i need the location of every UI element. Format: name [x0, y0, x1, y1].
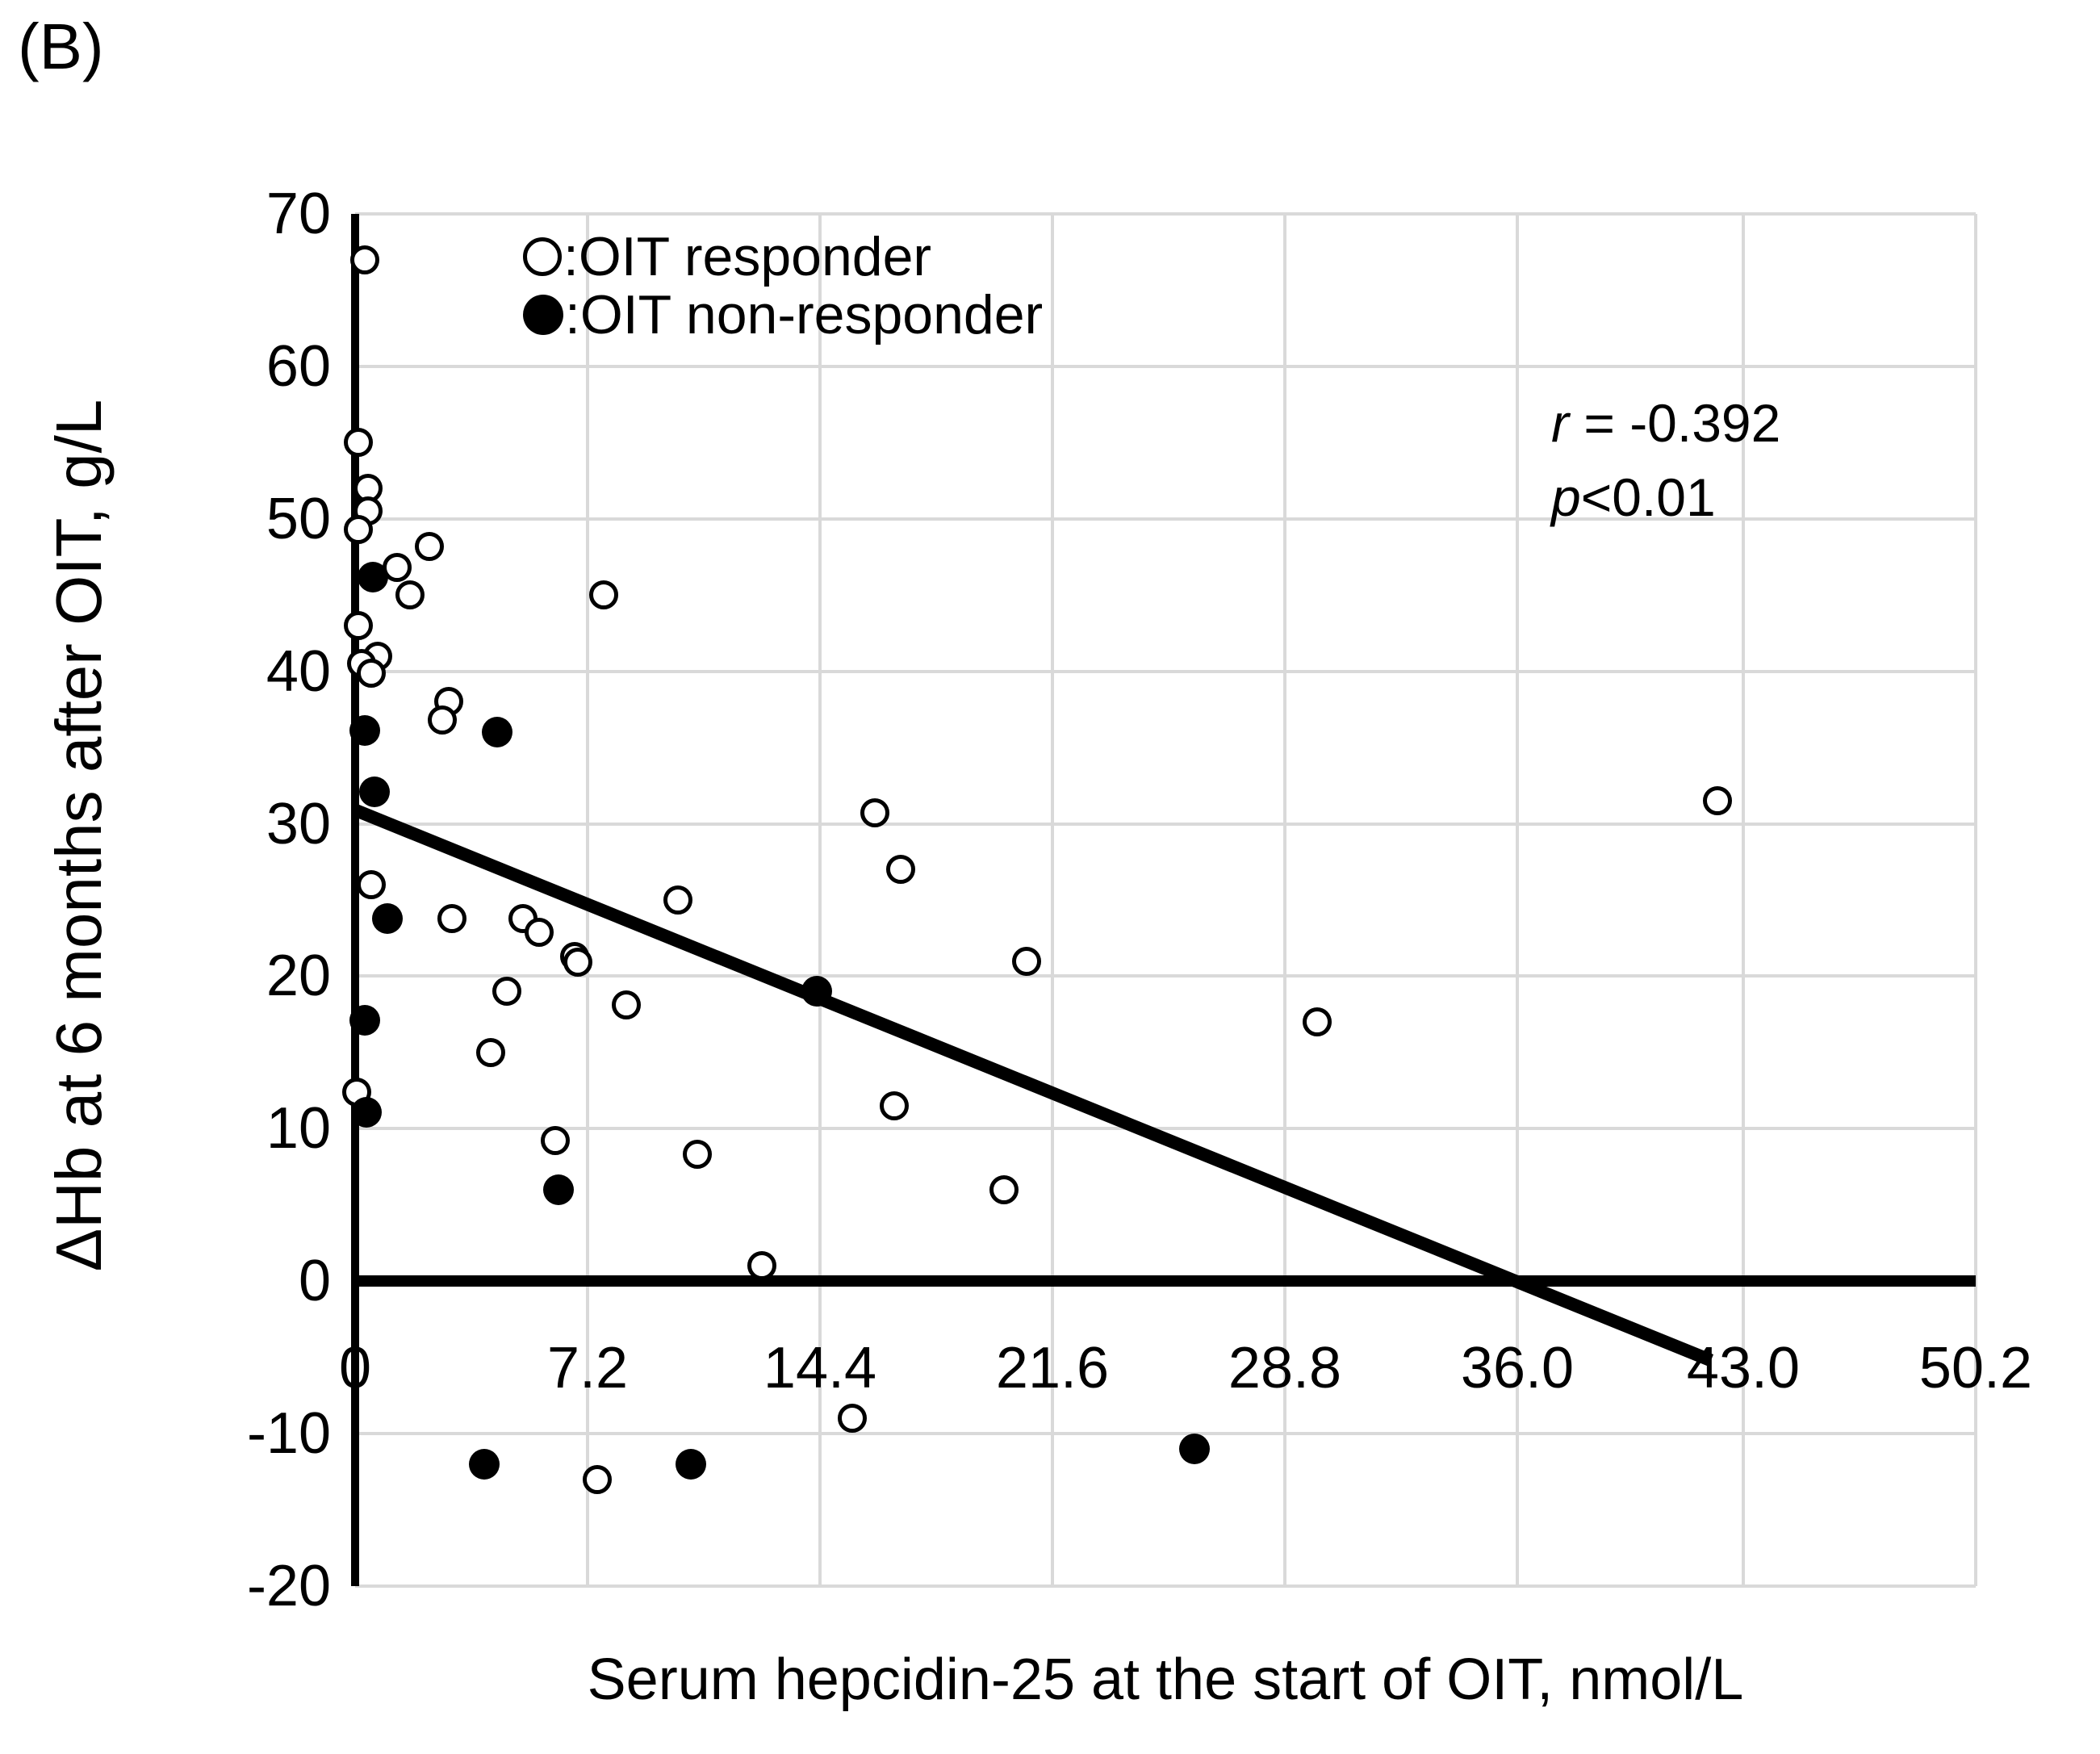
y-tick-label: 30 [266, 791, 331, 856]
data-point-filled [801, 976, 832, 1007]
data-point-open [989, 1174, 1019, 1204]
gridline-vertical [1974, 214, 1977, 1586]
y-tick-label: 10 [266, 1096, 331, 1162]
x-tick-label: 28.8 [1228, 1336, 1342, 1400]
open-circle-icon [523, 237, 562, 276]
y-tick-label: 50 [266, 486, 331, 551]
legend-label-responder: :OIT responder [563, 226, 932, 287]
data-point-open [357, 658, 386, 688]
data-point-filled [469, 1448, 500, 1480]
data-point-open [880, 1091, 909, 1120]
gridline-horizontal [355, 822, 1976, 826]
gridline-horizontal [355, 1127, 1976, 1131]
data-point-open [344, 611, 373, 640]
panel-label: (B) [18, 10, 104, 82]
data-point-open [1012, 946, 1041, 976]
data-point-filled [359, 776, 390, 807]
data-point-open [415, 531, 444, 561]
data-point-filled [349, 715, 380, 747]
data-point-open [350, 245, 379, 274]
x-tick-label: 0 [338, 1336, 372, 1400]
legend-label-non-responder: :OIT non-responder [565, 284, 1044, 345]
x-tick-label: 21.6 [995, 1336, 1110, 1400]
gridline-horizontal [355, 212, 1976, 216]
x-tick-label: 36.0 [1460, 1336, 1575, 1400]
data-point-open [1703, 786, 1732, 816]
y-tick-label: 70 [266, 182, 331, 246]
data-point-open [357, 870, 386, 900]
x-tick-label: 7.2 [546, 1336, 629, 1400]
legend-item-non-responder: :OIT non-responder [523, 286, 1043, 344]
y-tick-label: 60 [266, 333, 331, 399]
data-point-filled [351, 1096, 382, 1128]
r-value-line: r = -0.392 [1551, 393, 1781, 453]
gridline-horizontal [355, 364, 1976, 368]
y-tick-label: 40 [266, 638, 331, 704]
data-point-open [563, 948, 592, 977]
gridline-horizontal [355, 974, 1976, 978]
x-tick-label: 14.4 [763, 1336, 877, 1400]
p-value-line: p<0.01 [1551, 467, 1716, 527]
filled-circle-icon [523, 295, 563, 335]
correlation-annotation: r = -0.392 p<0.01 [1551, 386, 1780, 534]
gridline-vertical [1742, 214, 1745, 1586]
data-point-open [344, 515, 373, 544]
data-point-filled [482, 717, 512, 748]
legend-item-responder: :OIT responder [523, 228, 1043, 286]
data-point-filled [676, 1448, 706, 1480]
data-point-open [525, 917, 554, 947]
data-point-filled [372, 902, 403, 934]
data-point-open [476, 1037, 505, 1067]
data-point-open [428, 705, 457, 735]
data-point-open [747, 1251, 776, 1281]
data-point-filled [1179, 1434, 1210, 1464]
y-tick-label: -20 [246, 1554, 331, 1618]
data-point-filled [349, 1005, 380, 1036]
chart-legend: :OIT responder :OIT non-responder [523, 228, 1043, 344]
y-tick-label: -10 [246, 1401, 331, 1467]
gridline-horizontal [355, 1432, 1976, 1436]
data-point-open [492, 977, 521, 1007]
x-tick-label: 43.0 [1686, 1336, 1801, 1400]
data-point-open [683, 1140, 712, 1170]
data-point-open [541, 1126, 570, 1156]
data-point-open [663, 885, 692, 915]
data-point-open [1303, 1007, 1332, 1037]
x-axis-title: Serum hepcidin-25 at the start of OIT, n… [587, 1647, 1744, 1712]
y-axis-title: ΔHb at 6 months after OIT, g/L [43, 399, 115, 1272]
x-tick-label: 50.2 [1918, 1336, 2033, 1400]
data-point-open [589, 580, 618, 610]
y-tick-label: 20 [266, 944, 331, 1009]
data-point-open [437, 903, 466, 933]
gridline-horizontal [355, 1584, 1976, 1588]
data-point-open [838, 1404, 867, 1434]
data-point-open [583, 1464, 612, 1494]
data-point-open [344, 428, 373, 458]
data-point-open [860, 798, 889, 828]
gridline-horizontal [355, 517, 1976, 521]
y-tick-label: 0 [298, 1249, 331, 1314]
data-point-filled [543, 1174, 574, 1205]
gridline-horizontal [355, 669, 1976, 673]
data-point-open [886, 855, 915, 885]
data-point-filled [358, 561, 388, 592]
zero-baseline [355, 1275, 1976, 1287]
data-point-open [612, 990, 641, 1020]
data-point-open [395, 580, 425, 610]
